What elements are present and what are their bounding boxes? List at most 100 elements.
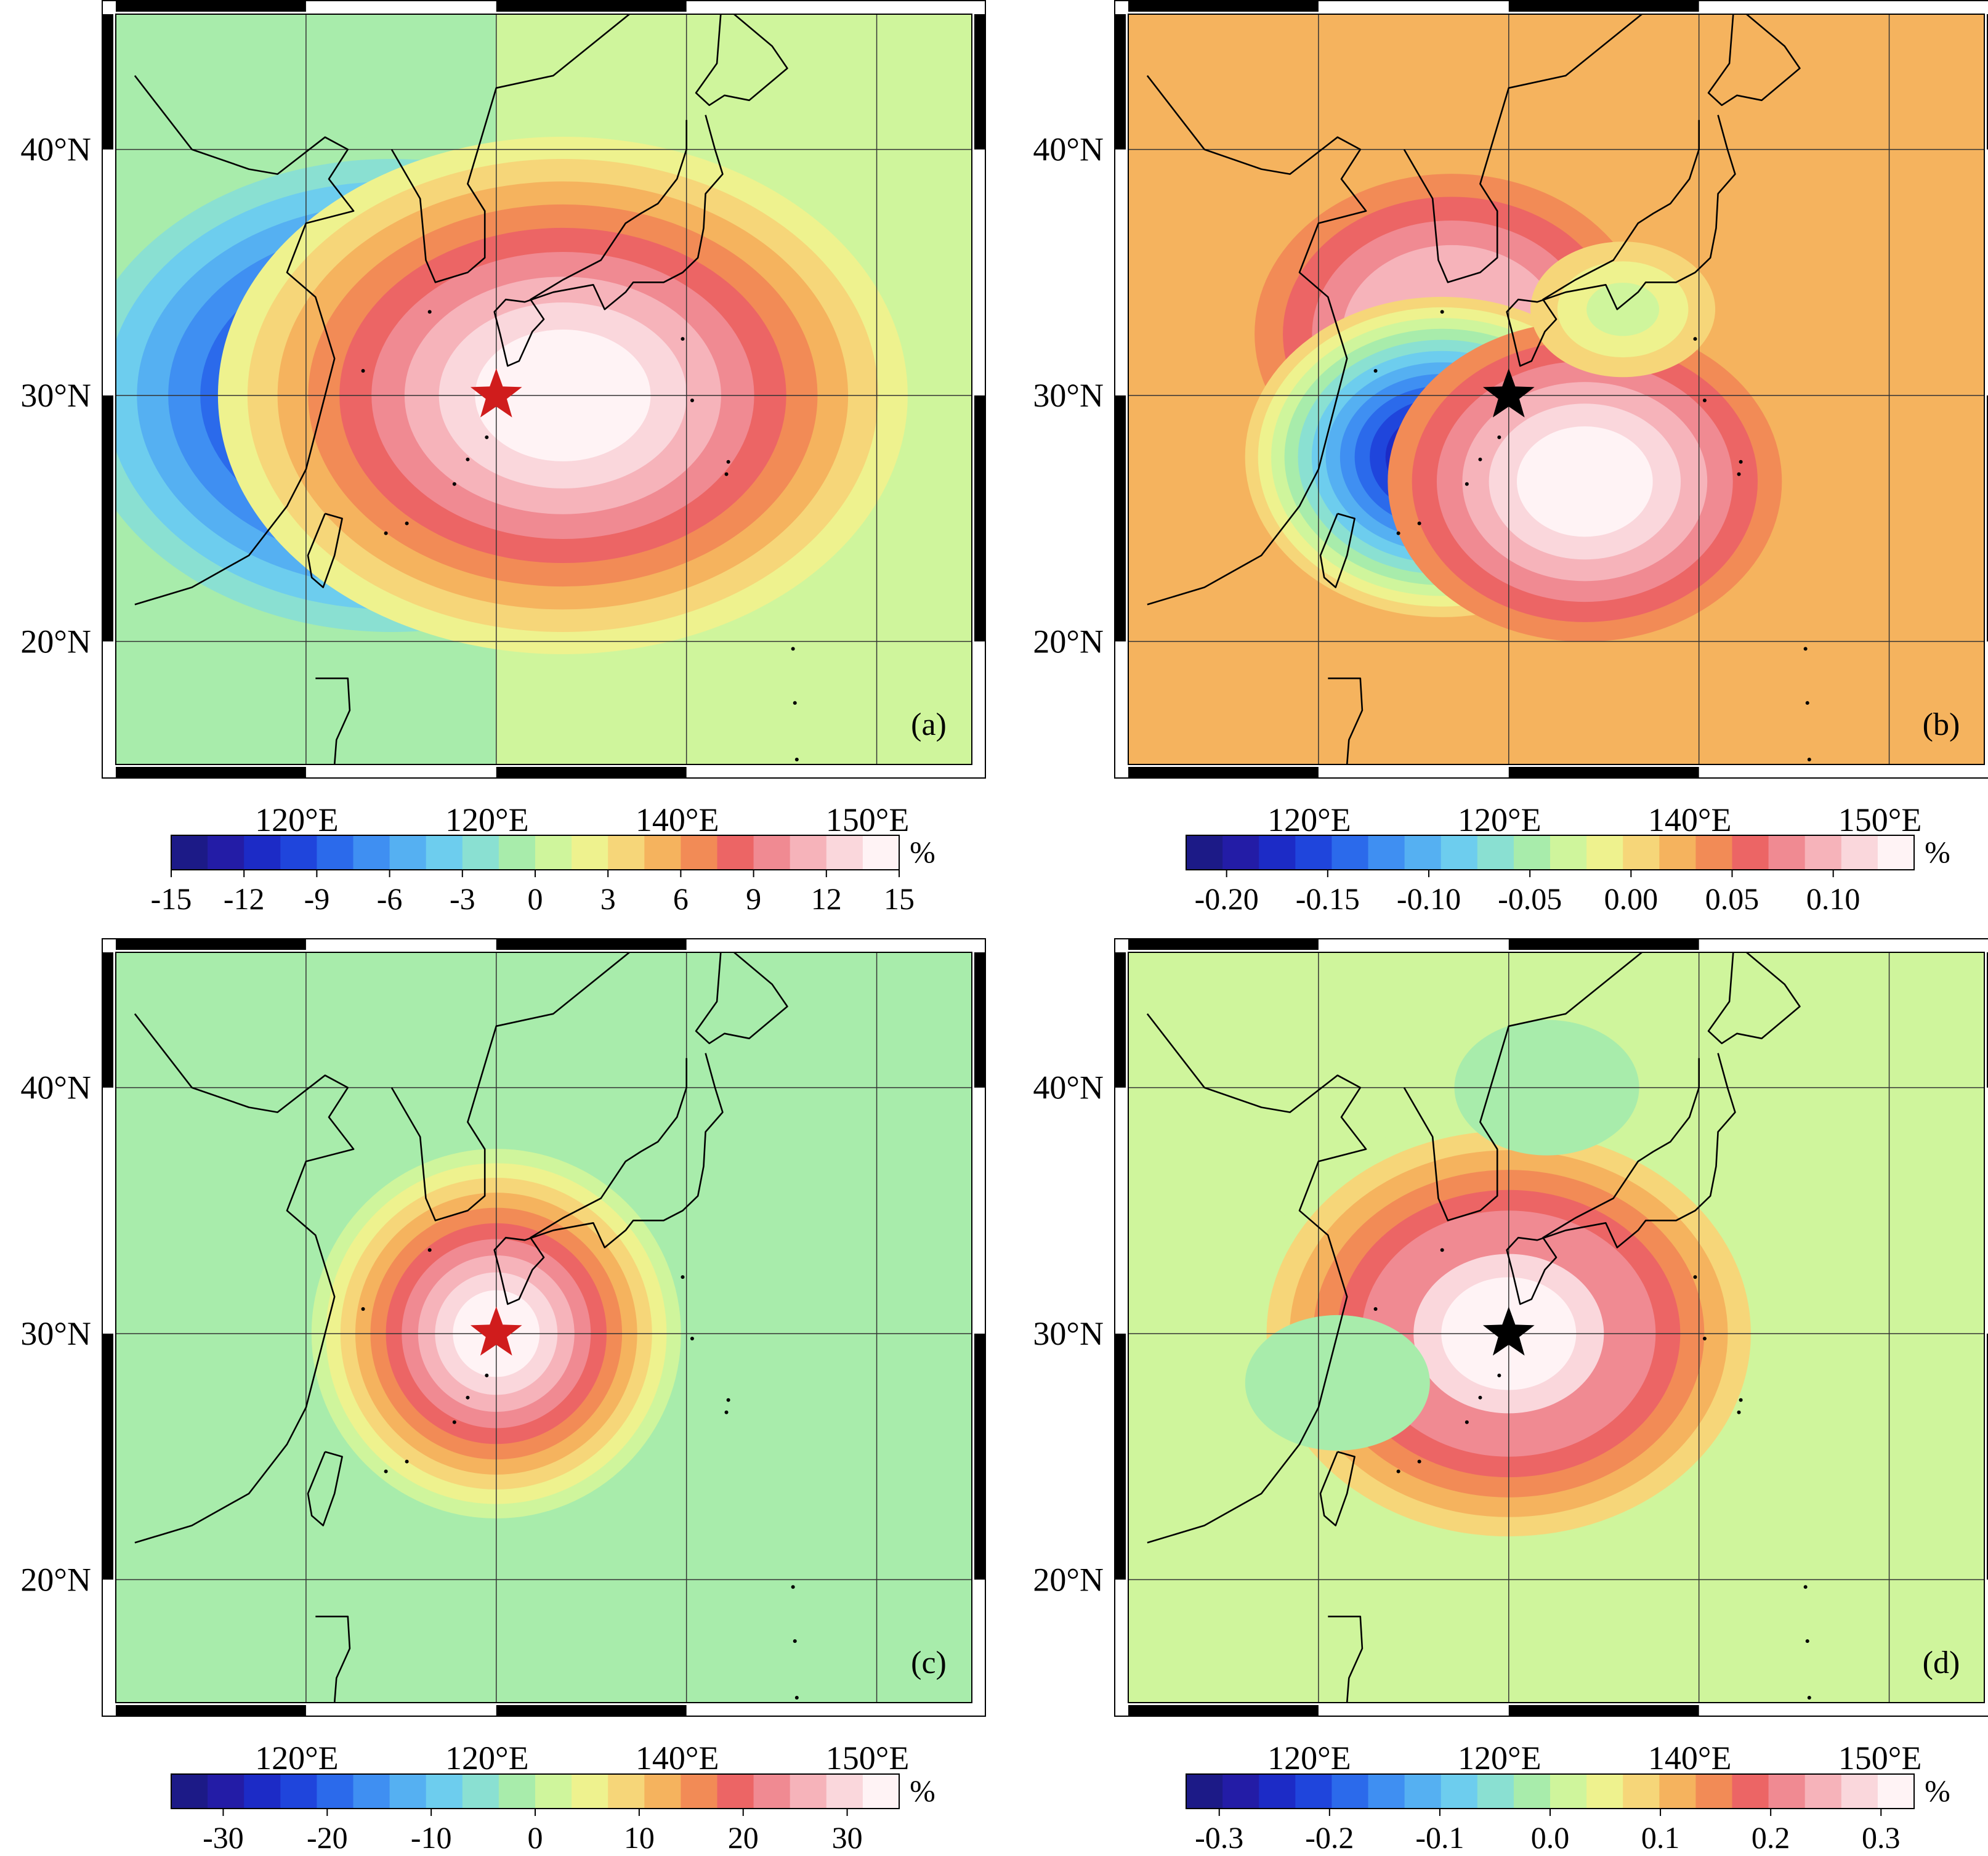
colorbar-swatch [790, 1774, 827, 1809]
frame-segment [1128, 767, 1319, 778]
colorbar-tick-label: -3 [450, 881, 475, 916]
island [1396, 1469, 1400, 1473]
island [1440, 1248, 1444, 1252]
coastline [695, 14, 788, 107]
frame-segment [496, 1, 687, 12]
island [485, 1373, 489, 1377]
colorbar-tick-label: 20 [728, 1820, 759, 1855]
island [384, 1469, 388, 1473]
colorbar-tick-label: -0.10 [1397, 881, 1461, 916]
contour-band [1245, 1315, 1430, 1451]
colorbar-swatch [535, 1774, 572, 1809]
island [452, 482, 456, 486]
colorbar: -0.3 -0.2 -0.1 0.0 0.1 0.2 0.3% [1186, 1773, 1950, 1855]
colorbar-swatch [1804, 835, 1842, 870]
colorbar-swatch [1695, 835, 1732, 870]
island [1417, 521, 1421, 525]
frame-segment [102, 1333, 113, 1580]
colorbar-swatch [389, 1774, 427, 1809]
colorbar-swatch [1550, 1774, 1587, 1809]
frame-segment [974, 1333, 985, 1580]
island [466, 1395, 470, 1400]
epicenter-star-marker [470, 368, 522, 418]
y-tick-label: 40°N [1033, 131, 1104, 168]
frame-segment [1987, 1333, 1988, 1580]
x-tick-label: 120°E [255, 1740, 339, 1777]
colorbar-swatch [717, 835, 754, 870]
colorbar-swatch [426, 835, 463, 870]
colorbar-swatch [753, 1774, 791, 1809]
colorbar-swatch [1623, 835, 1660, 870]
colorbar-swatch [498, 835, 536, 870]
colorbar-tick-label: -20 [307, 1820, 348, 1855]
colorbar-swatch [1222, 835, 1259, 870]
colorbar-tick-label: -0.1 [1415, 1820, 1464, 1855]
coastline [134, 1013, 355, 1544]
island [1739, 1398, 1743, 1402]
y-tick-label: 30°N [1033, 1315, 1104, 1352]
coastline [695, 952, 788, 1045]
island [1739, 460, 1743, 464]
coastline [1146, 1013, 1367, 1544]
coastline [307, 1451, 343, 1526]
colorbar-border [1186, 835, 1915, 870]
colorbar-tick-label: 0 [528, 881, 543, 916]
island [1702, 398, 1707, 402]
coastline [307, 513, 343, 588]
frame-segment [102, 952, 113, 1088]
island [1497, 1373, 1501, 1377]
colorbar-tick-label: 12 [811, 881, 842, 916]
colorbar-swatch [1222, 1774, 1259, 1809]
colorbar-swatch [244, 1774, 281, 1809]
frame-segment [1128, 1, 1319, 12]
island [427, 1248, 432, 1252]
contour-band [1547, 451, 1623, 513]
colorbar-tick-label: -6 [377, 881, 403, 916]
colorbar: -0.20 -0.15 -0.10 -0.05 0.00 0.05 0.10% [1186, 835, 1950, 916]
colorbar-swatch [1659, 1774, 1696, 1809]
colorbar-swatch [317, 835, 354, 870]
island [1465, 1420, 1469, 1424]
colorbar-swatch [171, 1774, 208, 1809]
colorbar-swatch [1368, 835, 1405, 870]
coastline [493, 1053, 724, 1305]
colorbar-tick-label: 0.1 [1641, 1820, 1680, 1855]
y-tick-label: 20°N [20, 623, 91, 660]
colorbar-swatch [1295, 1774, 1332, 1809]
colorbar-swatch [1841, 835, 1878, 870]
frame-segment [1508, 767, 1699, 778]
x-tick-label: 120°E [1458, 1740, 1542, 1777]
colorbar-swatch [280, 1774, 317, 1809]
epicenter-star-marker [470, 1307, 522, 1356]
frame-segment [102, 14, 113, 150]
frame-segment [1508, 1705, 1699, 1716]
frame-segment [116, 939, 306, 950]
colorbar-swatch [389, 835, 427, 870]
map-border [1128, 14, 1985, 765]
colorbar-swatch [1259, 835, 1296, 870]
island [452, 1420, 456, 1424]
map-panel-d: 120°E 120°E 140°E 150°E40°N30°N20°N(d)-0.3-… [1033, 938, 1988, 1855]
coastline [1707, 14, 1801, 107]
coastline [315, 1615, 351, 1703]
island [793, 1639, 797, 1643]
field-a [116, 14, 972, 764]
map-panel-b: 120°E 120°E 140°E 150°E 40°N 30°N 20°N (b) -0.20… [1033, 0, 1988, 916]
x-tick-label: 150°E [826, 1740, 910, 1777]
colorbar-tick-label: 0.10 [1806, 881, 1861, 916]
colorbar-tick-label: 0.3 [1862, 1820, 1901, 1855]
colorbar-swatch [862, 1774, 900, 1809]
colorbar-tick-label: 0.2 [1752, 1820, 1790, 1855]
frame-segment [116, 1, 306, 12]
y-tick-label: 40°N [20, 1069, 91, 1106]
panel-label: (a) [911, 707, 947, 742]
frame-segment [116, 1705, 306, 1716]
x-tick-label: 120°E [255, 801, 339, 838]
island [1465, 482, 1469, 486]
island [361, 369, 365, 373]
colorbar-tick-label: 3 [600, 881, 616, 916]
colorbar-tick-label: 0 [528, 1820, 543, 1855]
frame-segment [1508, 1, 1699, 12]
colorbar-swatch [1331, 835, 1368, 870]
colorbar-swatch [753, 835, 791, 870]
